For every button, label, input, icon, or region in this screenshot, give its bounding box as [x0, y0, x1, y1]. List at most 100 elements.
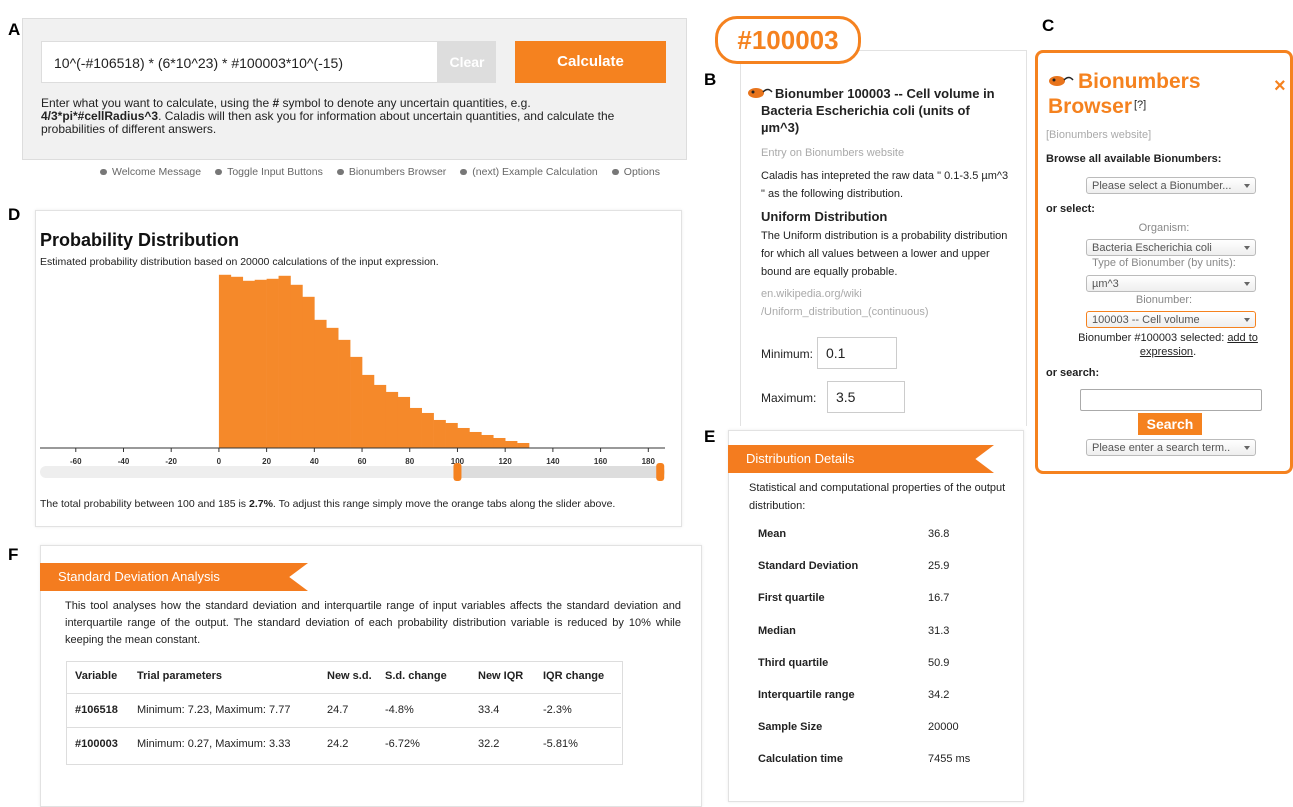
field-input[interactable]: 0.1 — [817, 337, 897, 369]
select[interactable]: µm^3 — [1086, 275, 1256, 292]
row-divider — [66, 727, 621, 728]
bar — [505, 440, 518, 448]
select[interactable]: Please enter a search term.. — [1086, 439, 1256, 456]
section-label: Browse all available Bionumbers: — [1046, 153, 1222, 165]
detail-value: 34.2 — [928, 689, 950, 701]
slider-handle[interactable] — [453, 463, 462, 481]
toolbar-item[interactable]: Welcome Message — [100, 166, 201, 178]
ribbon: Standard Deviation Analysis — [40, 563, 308, 591]
ribbon: Distribution Details — [728, 445, 994, 473]
sd-text: This tool analyses how the standard devi… — [65, 600, 681, 646]
bionumber-link[interactable]: Entry on Bionumbers website — [761, 147, 905, 159]
toolbar-label: Toggle Input Buttons — [227, 166, 323, 178]
x-tick-label: 20 — [262, 457, 271, 466]
text: 2.7% — [248, 498, 273, 510]
bionumber-title: Bionumber 100003 -- Cell volume in Bacte… — [761, 86, 995, 135]
field-label: Minimum: — [761, 347, 814, 361]
x-tick-label: 0 — [217, 457, 222, 466]
clear-button[interactable]: Clear — [438, 41, 496, 83]
select[interactable]: Please select a Bionumber... — [1086, 177, 1256, 194]
bar — [373, 384, 387, 448]
browser-panel: Bionumbers Browser [?] × [Bionumbers web… — [1035, 50, 1293, 474]
bar — [385, 391, 399, 448]
add-link[interactable]: add to expression — [1139, 332, 1258, 358]
detail-label: Mean — [758, 528, 787, 540]
select[interactable]: Bacteria Escherichia coli — [1086, 239, 1256, 256]
wiki-link[interactable]: en.wikipedia.org/wiki /Uniform_distribut… — [761, 288, 929, 318]
bar — [302, 296, 315, 448]
x-tick-label: 60 — [358, 457, 367, 466]
interpretation: Caladis has intepreted the raw data " 0.… — [761, 170, 1009, 200]
bionumber-panel: Bionumber 100003 -- Cell volume in Bacte… — [740, 50, 1027, 426]
slider-handle[interactable] — [656, 463, 665, 481]
panel-letter: A — [8, 20, 21, 39]
text: Bionumber #100003 selected: — [1078, 332, 1228, 344]
bar — [218, 274, 232, 448]
detail-label: Interquartile range — [758, 689, 855, 701]
x-tick-label: -20 — [165, 457, 177, 466]
x-tick-label: 100 — [451, 457, 465, 466]
search-button[interactable]: Search — [1138, 413, 1202, 435]
detail-label: Standard Deviation — [758, 560, 859, 573]
bar — [266, 278, 279, 448]
panel-letter: F — [8, 545, 19, 564]
detail-value: 16.7 — [928, 592, 950, 605]
table-cell: -6.72% — [385, 738, 420, 750]
chart-subtitle: Estimated probability distribution based… — [40, 256, 439, 268]
text: . Caladis will then ask you for informat… — [41, 109, 615, 136]
panel-letter: C — [1042, 16, 1055, 35]
calculate-button[interactable]: Calculate — [515, 41, 666, 83]
toolbar-icon — [336, 169, 344, 176]
bar — [254, 279, 267, 448]
detail-label: Median — [758, 624, 796, 637]
bar — [230, 276, 244, 448]
detail-value: 25.9 — [928, 560, 950, 573]
distribution-description: The Uniform distribution is a probabilit… — [761, 230, 1008, 278]
toolbar-item[interactable]: (next) Example Calculation — [460, 166, 598, 178]
toolbar-item[interactable]: Toggle Input Buttons — [215, 166, 323, 178]
expression-input[interactable]: 10^(-#106518) * (6*10^23) * #100003*10^(… — [41, 41, 438, 83]
bar — [457, 427, 470, 448]
select[interactable]: 100003 -- Cell volume — [1086, 311, 1256, 328]
text: 4/3*pi*#cellRadius^3 — [41, 109, 159, 123]
close-button[interactable]: × — [1274, 75, 1286, 97]
table-header: S.d. change — [385, 670, 447, 682]
field-label: Organism: — [1138, 222, 1190, 234]
detail-label: Sample Size — [758, 721, 823, 734]
text: . To adjust this range simply move the o… — [272, 498, 616, 510]
toolbar-label: Welcome Message — [112, 166, 202, 178]
x-tick-label: -40 — [118, 457, 130, 466]
bar — [290, 284, 303, 448]
bionumber-icon — [1049, 76, 1074, 86]
toolbar-icon — [215, 169, 223, 176]
help-link[interactable]: [?] — [1134, 99, 1147, 111]
search-input[interactable] — [1080, 389, 1262, 411]
detail-value: 20000 — [928, 721, 959, 734]
field-input[interactable]: 3.5 — [827, 381, 905, 413]
bar — [314, 319, 327, 448]
bar — [338, 339, 351, 448]
selected-text: Bionumber #100003 selected: add to expre… — [1058, 331, 1278, 359]
website-link[interactable]: [Bionumbers website] — [1046, 129, 1152, 141]
bar — [445, 422, 458, 448]
x-tick-label: 120 — [498, 457, 512, 466]
panel-letter: E — [704, 427, 716, 446]
panel-letter: B — [704, 70, 717, 89]
panel-letter: D — [8, 205, 21, 224]
table-cell: -5.81% — [543, 738, 578, 750]
details-intro: Statistical and computational properties… — [749, 482, 1006, 512]
bar — [421, 412, 434, 448]
table-cell: Minimum: 7.23, Maximum: 7.77 — [137, 704, 291, 716]
bar — [433, 419, 446, 448]
section-label: or search: — [1046, 367, 1100, 379]
table-header: Variable — [75, 670, 118, 682]
help-text: Enter what you want to calculate, using … — [41, 97, 661, 136]
calculator-panel: 10^(-#106518) * (6*10^23) * #100003*10^(… — [22, 18, 687, 160]
toolbar-icon — [611, 169, 619, 176]
toolbar: Welcome Message Toggle Input Buttons Bionu… — [100, 166, 690, 178]
toolbar-item[interactable]: Bionumbers Browser — [336, 166, 446, 178]
toolbar-item[interactable]: Options — [611, 166, 660, 178]
detail-label: Calculation time — [758, 753, 843, 766]
x-tick-label: 160 — [594, 457, 608, 466]
